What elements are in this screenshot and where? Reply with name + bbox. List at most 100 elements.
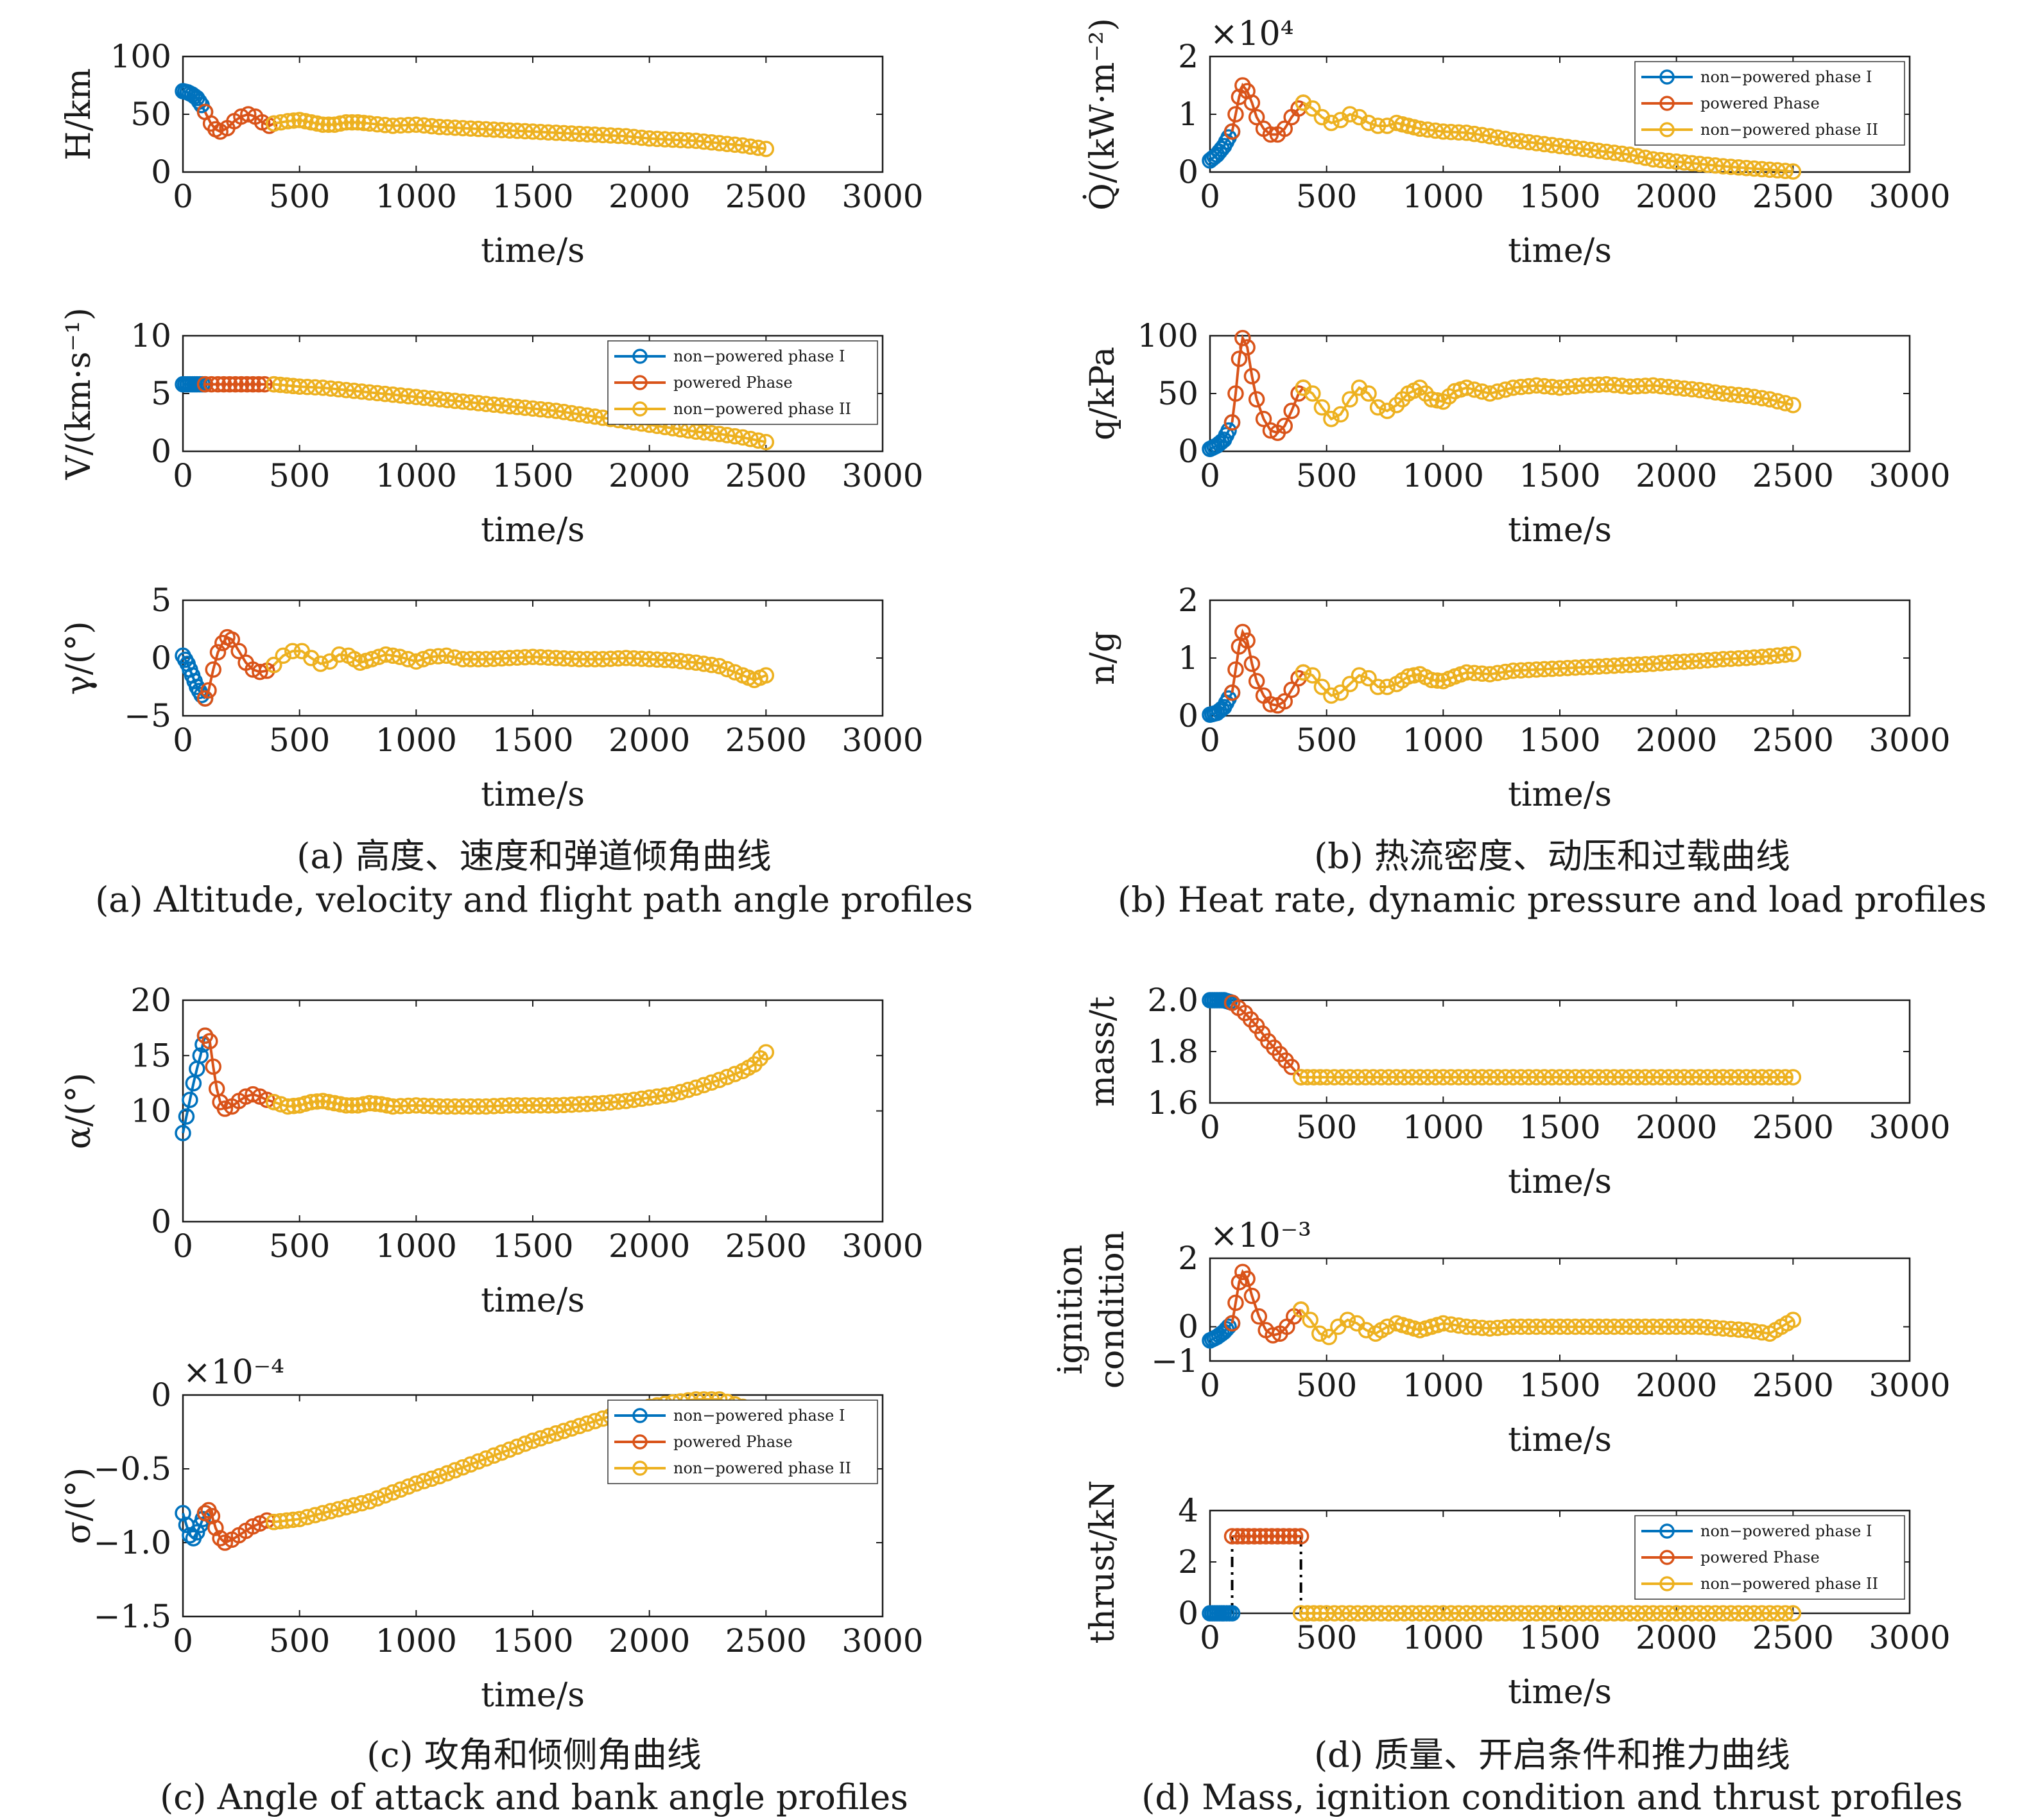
y-tick-label: 0 xyxy=(1178,1595,1198,1632)
series-marker-phase2 xyxy=(579,1095,596,1113)
series-marker-phase2 xyxy=(1575,1069,1592,1086)
series-marker-phase2 xyxy=(439,119,456,136)
x-axis-label: time/s xyxy=(1508,1673,1612,1712)
series-marker-phase2 xyxy=(485,396,503,413)
series-marker-phase2 xyxy=(1691,1605,1708,1622)
series-marker-phase2 xyxy=(439,1098,456,1115)
series-marker-phase2 xyxy=(1360,385,1377,402)
series-marker-phase2 xyxy=(1482,385,1498,402)
legend-label-phase2: non−powered phase II xyxy=(673,1459,851,1477)
series-marker-phase2 xyxy=(1304,385,1321,402)
series-marker-phase2 xyxy=(1357,1069,1374,1086)
series-marker-phase2 xyxy=(1676,1605,1693,1622)
series-marker-phase2 xyxy=(1305,1605,1322,1622)
series-marker-powered xyxy=(1292,1528,1309,1545)
series-marker-phase2 xyxy=(501,1441,518,1458)
x-tick-label: 1000 xyxy=(376,1622,457,1660)
series-marker-phase2 xyxy=(349,114,367,131)
series-marker-powered xyxy=(227,376,244,393)
y-axis-label-line1: ignition xyxy=(1051,1245,1090,1374)
chart-n: 0 500 1000 1500 2000 2500 3000 0 1 2 time/s n/g xyxy=(1084,582,1951,814)
series-marker-phase2 xyxy=(1489,664,1506,682)
series-marker-phase2 xyxy=(485,1098,503,1114)
series-marker-phase2 xyxy=(1326,1605,1343,1622)
series-marker-phase2 xyxy=(307,379,324,396)
series-marker-powered xyxy=(203,1507,221,1525)
series-marker-phase2 xyxy=(493,650,510,667)
series-marker-phase2 xyxy=(1746,160,1763,177)
series-marker-phase2 xyxy=(1419,121,1436,138)
x-tick-label: 1500 xyxy=(492,178,573,215)
legend-marker-powered xyxy=(632,375,648,390)
series-marker-phase2 xyxy=(315,1505,331,1521)
series-marker-phase2 xyxy=(1442,123,1460,141)
series-marker-phase2 xyxy=(1722,386,1740,403)
series-marker-phase2 xyxy=(719,135,736,152)
series-marker-phase2 xyxy=(1544,379,1560,395)
series-marker-phase2 xyxy=(1404,1605,1421,1622)
y-axis-label: q/kPa xyxy=(1084,347,1122,440)
series-marker-phase2 xyxy=(431,1098,448,1115)
series-marker-phase2 xyxy=(1559,1318,1576,1335)
series-marker-phase2 xyxy=(727,1066,743,1082)
series-marker-phase2 xyxy=(711,1071,728,1088)
series-marker-phase2 xyxy=(1668,1605,1685,1622)
series-marker-phase2 xyxy=(1606,377,1623,394)
series-marker-powered xyxy=(1239,1270,1256,1287)
series-marker-phase2 xyxy=(1512,1605,1530,1622)
y-tick-label: 0 xyxy=(1178,697,1198,734)
series-marker-phase2 xyxy=(447,1462,463,1479)
series-marker-phase2 xyxy=(1482,1320,1498,1337)
series-marker-phase2 xyxy=(1528,377,1545,394)
series-marker-phase2 xyxy=(1423,391,1440,408)
series-marker-phase2 xyxy=(1715,1320,1732,1337)
x-axis-label: time/s xyxy=(1508,776,1612,814)
series-marker-phase2 xyxy=(1536,1069,1553,1086)
series-marker-phase2 xyxy=(1606,1605,1623,1622)
legend-marker-phase1 xyxy=(1659,69,1675,85)
series-marker-phase2 xyxy=(1505,132,1522,149)
series-marker-phase2 xyxy=(415,1473,433,1489)
series-marker-phase2 xyxy=(657,652,673,668)
series-marker-phase2 xyxy=(727,428,743,445)
legend-label-phase2: non−powered phase II xyxy=(1700,121,1878,139)
series-marker-phase2 xyxy=(297,113,314,130)
series-marker-phase2 xyxy=(1637,655,1654,673)
series-marker-phase2 xyxy=(719,661,736,678)
series-marker-phase2 xyxy=(1699,652,1716,669)
chart-alpha: 0 500 1000 1500 2000 2500 3000 0 10 15 20 time/s α/(… xyxy=(60,982,924,1320)
x-tick-label: 0 xyxy=(1200,457,1220,494)
series-marker-phase2 xyxy=(1551,379,1568,396)
series-marker-phase2 xyxy=(1450,1069,1467,1086)
axis-multiplier: ×10⁻⁴ xyxy=(183,1353,284,1392)
series-marker-phase2 xyxy=(1769,1069,1786,1086)
series-marker-phase2 xyxy=(1707,1605,1724,1622)
series-marker-powered xyxy=(1234,1528,1251,1545)
series-marker-powered xyxy=(1257,1528,1274,1545)
caption-c-cn: (c) 攻角和倾侧角曲线 xyxy=(367,1735,702,1775)
series-marker-phase2 xyxy=(447,1098,463,1115)
series-marker-phase2 xyxy=(373,1096,390,1113)
series-marker-phase2 xyxy=(361,384,378,401)
series-marker-phase2 xyxy=(1691,155,1708,173)
series-marker-phase2 xyxy=(1351,667,1368,684)
series-marker-phase2 xyxy=(618,128,635,144)
series-marker-phase2 xyxy=(1435,123,1452,140)
series-marker-phase2 xyxy=(548,1097,565,1114)
series-marker-phase2 xyxy=(1458,379,1475,396)
series-marker-phase2 xyxy=(1442,1605,1460,1622)
x-tick-label: 0 xyxy=(1200,722,1220,759)
series-marker-powered xyxy=(239,106,257,123)
series-marker-powered xyxy=(1283,1059,1300,1075)
series-marker-phase2 xyxy=(509,399,526,415)
series-marker-phase2 xyxy=(363,651,381,668)
series-marker-phase2 xyxy=(1544,1318,1560,1335)
series-marker-phase2 xyxy=(1652,377,1670,395)
series-marker-phase2 xyxy=(1614,1069,1630,1086)
series-marker-powered xyxy=(256,376,273,393)
series-marker-phase2 xyxy=(1466,1319,1483,1336)
series-marker-phase2 xyxy=(392,1481,409,1498)
series-marker-powered xyxy=(202,1033,218,1050)
legend-marker-phase2 xyxy=(1659,122,1675,137)
series-marker-phase2 xyxy=(727,664,743,680)
